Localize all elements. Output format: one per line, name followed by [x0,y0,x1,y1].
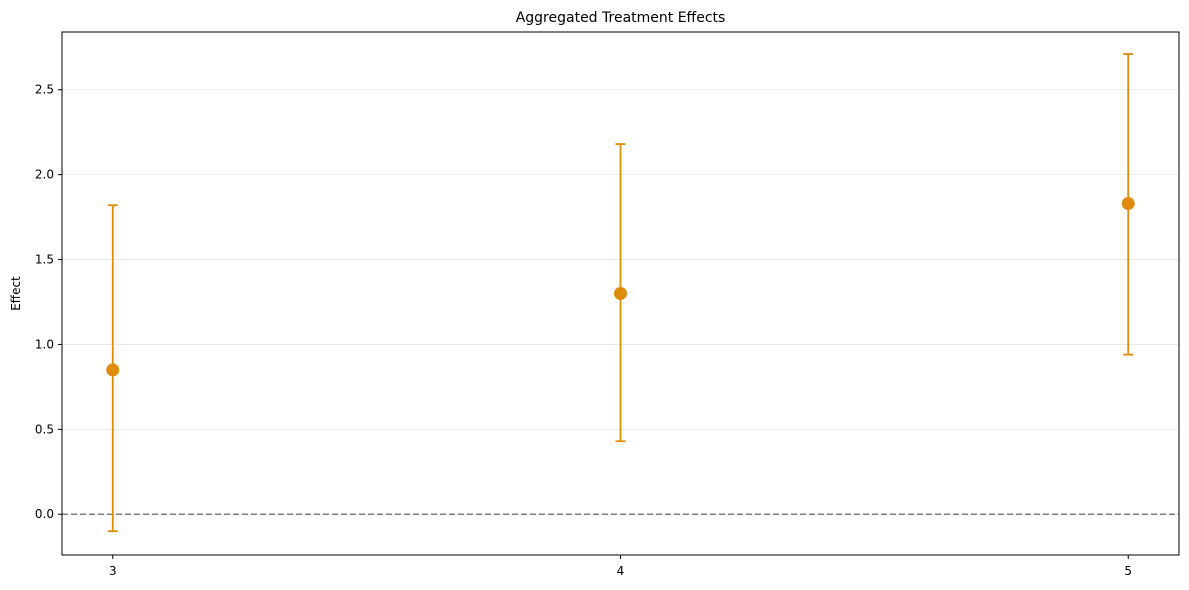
y-tick-label: 1.5 [35,253,54,267]
x-tick-label: 3 [109,564,117,578]
y-tick-label: 2.0 [35,168,54,182]
y-axis-label: Effect [9,276,23,311]
y-tick-label: 0.5 [35,422,54,436]
data-point [614,287,627,300]
x-tick-label: 4 [617,564,625,578]
tick-layer: 0.0 0.5 1.0 1.5 2.0 2.5 3 4 5 [35,83,1132,578]
y-tick-label: 1.0 [35,337,54,351]
data-point [106,363,120,377]
data-layer [106,53,1135,533]
chart-title: Aggregated Treatment Effects [516,10,726,26]
data-point [1121,197,1135,211]
y-tick-label: 2.5 [35,83,54,97]
y-tick-label: 0.0 [35,507,54,521]
x-tick-label: 5 [1124,564,1132,578]
